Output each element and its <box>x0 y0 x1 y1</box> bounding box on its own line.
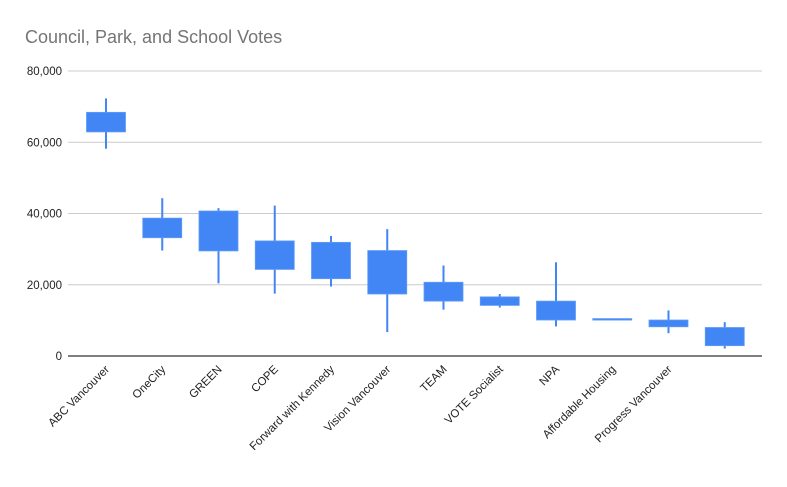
x-tick-label: COPE <box>249 363 281 395</box>
y-axis-ticks: 0 20,000 40,000 60,000 80,000 <box>27 66 62 363</box>
x-tick-label: ABC Vancouver <box>46 364 112 430</box>
candle-body <box>367 250 408 295</box>
candle-body <box>479 296 520 306</box>
x-tick-label: VOTE Socialist <box>443 363 507 427</box>
candles <box>86 98 745 349</box>
candle-body <box>86 111 126 133</box>
candle <box>536 262 576 327</box>
candle-body <box>142 217 183 239</box>
candle-body <box>704 327 745 347</box>
candle <box>704 322 745 349</box>
chart-title: Council, Park, and School Votes <box>25 27 282 47</box>
candle <box>86 98 126 149</box>
y-tick-label: 0 <box>56 351 62 363</box>
candle <box>198 208 239 284</box>
candle <box>254 205 295 294</box>
x-tick-label: GREEN <box>187 364 224 401</box>
candle-body <box>254 240 295 270</box>
candle-body <box>536 300 576 321</box>
candle <box>592 318 633 321</box>
gridlines <box>68 70 762 286</box>
candle <box>479 294 520 308</box>
candle <box>311 235 351 287</box>
y-tick-label: 40,000 <box>27 209 62 221</box>
candle <box>648 310 689 334</box>
x-tick-label: OneCity <box>131 363 169 401</box>
y-tick-label: 60,000 <box>27 137 62 149</box>
x-tick-label: TEAM <box>419 364 450 395</box>
candle <box>367 229 408 333</box>
candle-body <box>648 319 689 328</box>
candle-body <box>311 241 351 280</box>
candle-body <box>198 210 239 252</box>
y-tick-label: 80,000 <box>27 66 62 78</box>
candle <box>142 198 183 251</box>
candle <box>423 265 464 310</box>
y-tick-label: 20,000 <box>27 280 62 292</box>
x-tick-label: NPA <box>538 363 563 388</box>
candle-body <box>423 281 464 302</box>
candle-body <box>592 318 633 321</box>
